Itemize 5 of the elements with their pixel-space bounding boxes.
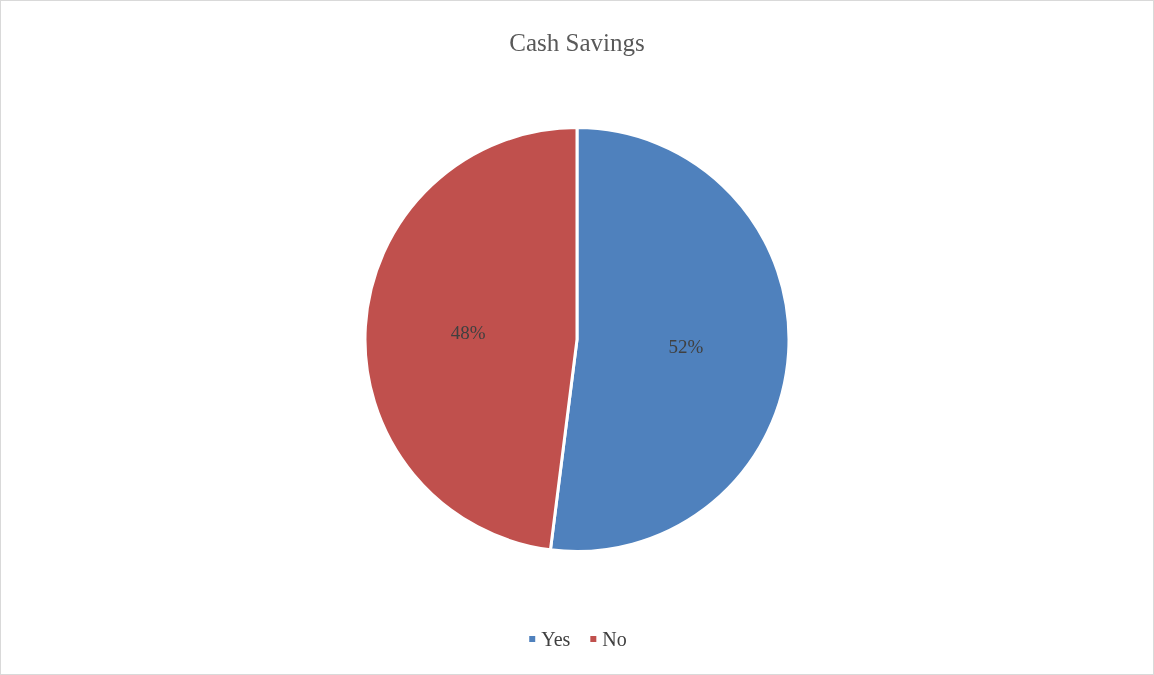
legend-label: No (602, 628, 627, 650)
legend-label: Yes (541, 628, 571, 650)
data-label: 52% (668, 335, 704, 357)
data-label: 48% (450, 322, 486, 344)
chart-title: Cash Savings (509, 29, 645, 56)
